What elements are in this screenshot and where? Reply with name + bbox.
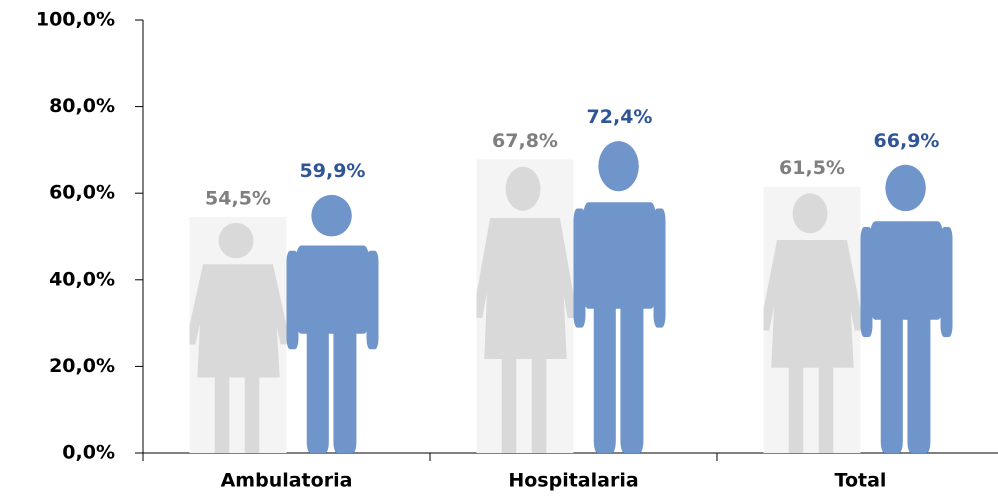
arm [653,208,666,328]
arm [860,227,873,338]
arm [476,218,500,318]
head [885,164,926,212]
arm [837,239,861,331]
arm [550,218,574,318]
man-figure [286,194,379,453]
y-tick-label: 60,0% [49,182,115,204]
leg [333,310,357,453]
y-tick-label: 20,0% [49,355,115,377]
leg [306,310,329,453]
y-tick-label: 40,0% [49,268,115,290]
x-tick-label: Ambulatoria [221,470,353,492]
x-tick-label: Hospitalaria [508,470,638,492]
value-label: 66,9% [874,130,940,152]
head [792,193,828,234]
value-label: 59,9% [300,160,366,182]
leg [244,372,260,453]
dress [197,264,280,378]
woman-figure [189,217,287,453]
leg [531,353,547,453]
woman-figure [763,186,861,453]
man-figure [860,164,953,453]
head [505,166,541,211]
head [598,141,639,192]
torso [582,202,657,309]
arm [366,250,379,350]
arm [189,264,213,345]
man-figure [573,141,666,453]
leg [880,293,903,453]
woman-figure [476,159,574,453]
leg [593,280,616,453]
y-tick-label: 0,0% [62,442,115,464]
head [311,194,352,237]
x-tick-label: Total [835,470,887,492]
leg [907,293,931,453]
value-label: 54,5% [205,188,271,210]
value-label: 67,8% [492,130,558,152]
dress [484,218,567,360]
y-tick-label: 100,0% [36,9,115,31]
value-label: 72,4% [587,106,653,128]
arm [763,239,787,331]
leg [788,362,804,453]
leg [214,372,230,453]
arm [573,208,586,328]
arm [940,227,953,338]
arm [263,264,287,345]
dress [771,239,854,368]
arm [286,250,299,350]
value-label: 61,5% [779,157,845,179]
leg [501,353,517,453]
torso [869,221,944,320]
y-tick-label: 80,0% [49,95,115,117]
torso [295,245,370,334]
leg [620,280,644,453]
leg [818,362,834,453]
head [218,222,254,259]
